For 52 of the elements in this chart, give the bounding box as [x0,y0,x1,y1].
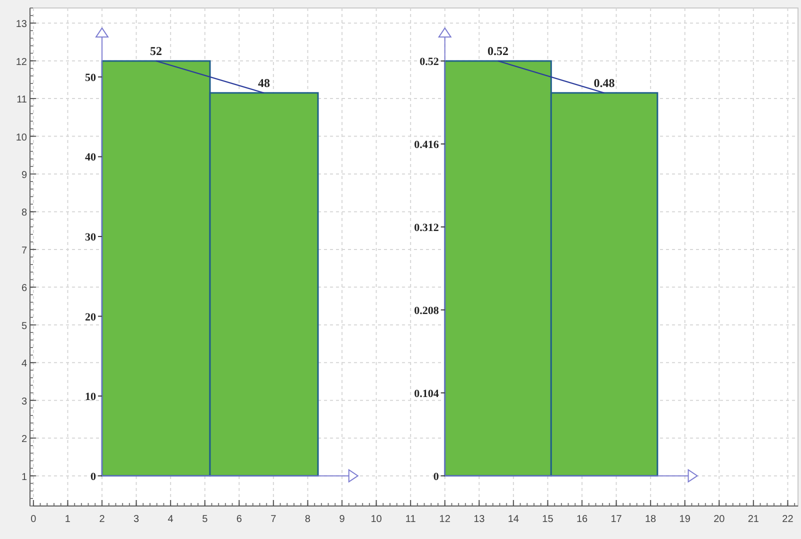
y-tick-label: 10 [16,132,28,144]
x-tick-label: 2 [99,514,106,525]
y-tick-label: 30 [85,231,96,244]
y-tick-label: 12 [16,56,28,68]
y-tick-label: 0.416 [414,138,440,151]
x-tick-label: 8 [304,514,311,525]
y-tick-label: 7 [21,245,28,256]
x-tick-label: 10 [370,514,382,525]
y-tick-label: 0.52 [420,56,440,68]
y-tick-label: 5 [21,320,28,332]
y-tick-label: 0 [433,470,440,483]
x-tick-label: 16 [576,514,588,525]
x-tick-label: 18 [645,514,657,525]
x-tick-label: 4 [168,514,174,525]
data-label: 52 [150,44,162,58]
x-tick-label: 20 [714,514,726,525]
y-tick-label: 10 [85,391,96,404]
y-tick-label: 1 [21,472,28,483]
x-tick-label: 3 [134,514,140,525]
x-tick-label: 1 [64,514,71,525]
x-tick-label: 19 [679,514,691,525]
y-tick-label: 13 [16,19,28,30]
y-tick-label: 0 [90,470,96,483]
x-tick-label: 11 [405,514,416,525]
y-tick-label: 0.208 [414,304,440,317]
x-tick-label: 9 [339,514,346,525]
x-tick-label: 0 [30,514,37,525]
x-tick-label: 14 [508,514,520,525]
y-tick-label: 11 [16,94,28,106]
y-tick-label: 20 [85,311,96,324]
x-tick-label: 7 [270,514,277,525]
y-tick-label: 40 [85,152,96,164]
y-tick-label: 0.312 [414,222,440,234]
y-tick-label: 0.104 [414,388,440,400]
x-tick-label: 17 [610,514,622,525]
x-tick-label: 5 [202,514,208,525]
data-label: 0.52 [488,44,508,58]
data-label: 48 [258,76,270,90]
x-tick-label: 21 [748,514,760,525]
y-tick-label: 9 [21,170,28,181]
x-tick-label: 15 [542,514,554,525]
x-tick-label: 12 [439,514,451,525]
y-tick-label: 8 [21,208,28,219]
x-tick-label: 13 [474,514,486,525]
y-tick-label: 50 [85,72,96,84]
data-label: 0.48 [594,76,615,90]
x-tick-label: 22 [782,514,794,525]
x-tick-label: 6 [236,514,242,525]
y-tick-label: 2 [21,434,28,446]
y-tick-label: 6 [21,283,28,294]
y-tick-label: 3 [21,396,28,408]
y-tick-label: 4 [21,358,28,370]
